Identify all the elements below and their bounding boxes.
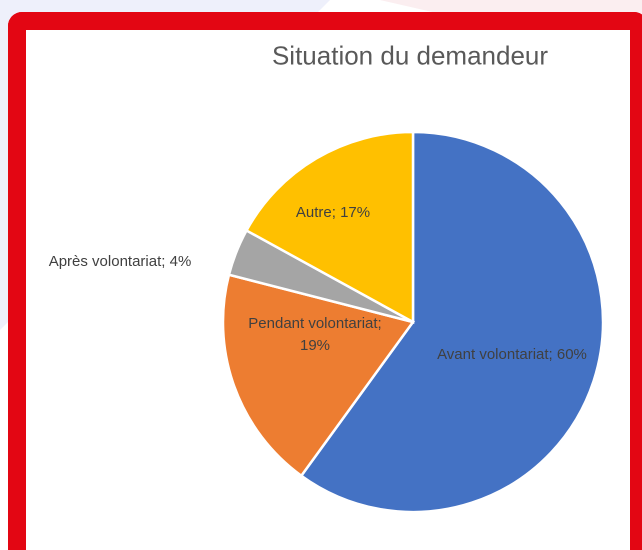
chart-title: Situation du demandeur	[271, 40, 549, 71]
data-label: Avant volontariat; 60%	[437, 346, 587, 363]
pie-slice	[221, 273, 416, 478]
data-label: Pendant volontariat; 19%	[248, 315, 382, 354]
data-label: Autre; 17%	[295, 204, 371, 221]
pie-slice	[244, 130, 415, 325]
chart	[221, 130, 605, 514]
pie-slice	[299, 130, 605, 514]
data-label: Après volontariat; 4%	[48, 253, 192, 270]
